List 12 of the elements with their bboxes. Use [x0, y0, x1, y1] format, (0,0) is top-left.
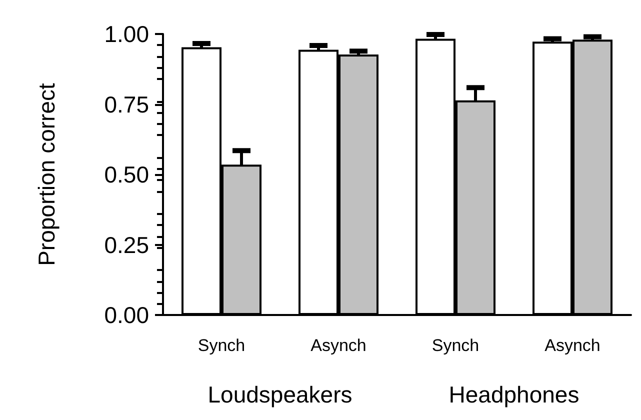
y-tick-label: 0.75 [104, 91, 149, 118]
x-tick-label: Asynch [544, 336, 600, 355]
y-axis-title: Proportion correct [34, 82, 60, 266]
text: Loudspeakers [208, 382, 352, 408]
x-tick-label: Asynch [310, 336, 366, 355]
y-tick-label: 0.00 [104, 302, 149, 328]
y-tick-label: 0.50 [104, 162, 149, 188]
y-tick-label: 0.25 [104, 232, 149, 258]
y-tick-label: 1.00 [104, 21, 149, 47]
x-tick-label: Synch [198, 336, 246, 355]
text: Headphones [448, 382, 580, 408]
x-tick-label: Synch [432, 336, 480, 355]
